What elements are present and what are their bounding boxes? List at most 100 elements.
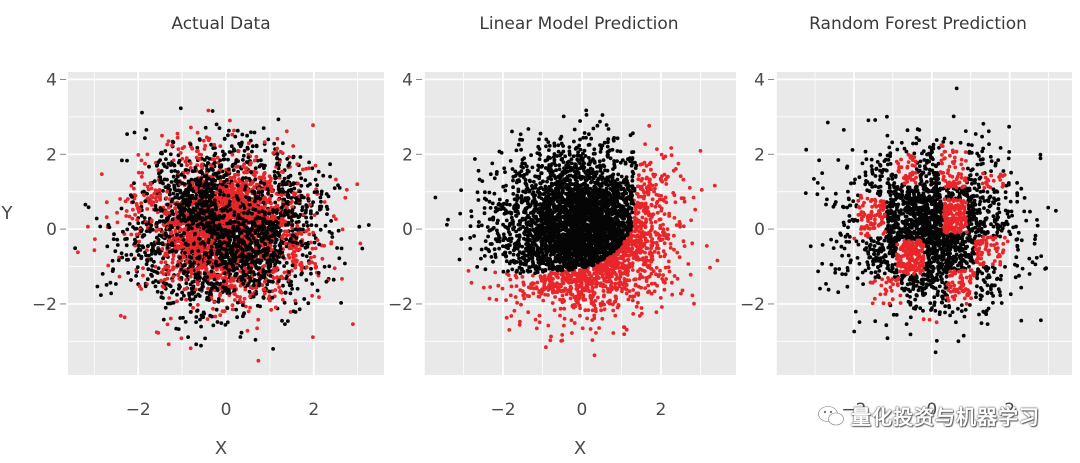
data-point-red [145, 248, 149, 253]
data-point-black [136, 243, 141, 248]
data-point-red [519, 302, 523, 307]
data-point-red [104, 215, 109, 220]
data-point-red [206, 286, 210, 291]
data-point-red [291, 144, 296, 148]
data-point-black [188, 310, 193, 314]
data-point-black [221, 285, 226, 290]
data-point-red [631, 312, 636, 316]
data-point-red [156, 331, 161, 335]
data-point-red [279, 290, 284, 295]
data-point-red [672, 274, 677, 278]
data-point-black [235, 228, 240, 233]
data-point-black [156, 241, 160, 246]
data-point-black [209, 282, 214, 287]
data-point-red [184, 297, 189, 302]
data-point-black [249, 130, 253, 135]
data-point-black [259, 163, 263, 167]
data-point-black [261, 126, 266, 130]
data-point-black [300, 271, 304, 275]
data-point-black [125, 158, 129, 163]
data-point-black [277, 251, 282, 256]
data-point-black [259, 158, 263, 163]
data-point-black [181, 271, 186, 276]
data-point-red [224, 217, 229, 222]
data-point-black [151, 280, 156, 285]
data-point-red [206, 137, 211, 142]
data-point-black [239, 330, 244, 335]
data-point-black [217, 170, 221, 175]
data-point-black [132, 130, 137, 135]
data-point-black [325, 207, 330, 212]
data-point-red [654, 192, 659, 197]
data-point-red [137, 239, 142, 244]
data-point-black [279, 205, 284, 210]
data-point-black [195, 145, 200, 150]
data-point-red [175, 135, 180, 140]
data-point-black [217, 222, 222, 227]
data-point-black [226, 193, 231, 198]
data-point-black [330, 235, 335, 239]
data-point-red [231, 189, 236, 194]
data-point-red [256, 317, 261, 322]
data-point-red [244, 166, 249, 171]
data-point-red [254, 154, 259, 159]
data-point-black [167, 283, 172, 288]
data-point-red [296, 181, 300, 186]
data-point-black [178, 106, 183, 111]
data-point-black [339, 246, 344, 251]
data-point-black [105, 244, 110, 249]
data-point-black [277, 233, 282, 238]
data-point-black [261, 200, 266, 205]
data-point-black [304, 254, 309, 259]
data-point-black [212, 160, 217, 165]
data-point-black [220, 241, 225, 246]
data-point-black [184, 281, 189, 286]
data-point-black [309, 215, 314, 220]
data-point-black [111, 237, 116, 242]
data-point-red [139, 174, 144, 179]
panel-actual-data: Actual Data 420−2 −2 0 2 X Y [1, 14, 384, 459]
data-point-red [175, 299, 179, 304]
data-point-black [222, 279, 226, 284]
data-point-black [222, 213, 227, 218]
data-point-black [218, 158, 223, 163]
data-point-black [154, 235, 159, 240]
data-point-red [140, 171, 145, 175]
data-point-red [358, 241, 363, 246]
data-point-black [325, 212, 329, 217]
data-point-black [282, 264, 286, 268]
data-point-black [178, 255, 183, 260]
data-point-red [620, 289, 624, 294]
data-point-red [240, 234, 244, 239]
data-point-red [228, 175, 233, 180]
data-point-black [196, 211, 201, 216]
data-point-black [199, 169, 204, 174]
data-point-black [366, 223, 371, 227]
data-point-red [162, 223, 167, 228]
data-point-black [246, 155, 251, 160]
data-point-black [290, 233, 295, 238]
data-point-black [272, 169, 277, 174]
data-point-red [252, 158, 257, 163]
data-point-black [313, 177, 318, 182]
data-point-black [149, 248, 154, 253]
data-point-black [169, 301, 174, 306]
data-point-red [203, 266, 208, 270]
data-point-red [682, 199, 687, 204]
data-point-red [174, 210, 179, 215]
data-point-black [300, 195, 304, 200]
data-point-red [306, 227, 311, 232]
data-point-black [309, 223, 314, 228]
data-point-black [139, 229, 144, 234]
data-point-black [170, 209, 175, 213]
y-tick-labels: 420−2 [32, 70, 66, 315]
data-point-black [316, 169, 321, 174]
data-point-black [315, 288, 320, 293]
data-point-red [178, 151, 183, 155]
data-point-black [141, 245, 146, 250]
data-point-black [175, 225, 180, 230]
data-point-black [198, 208, 203, 213]
data-point-black [284, 182, 289, 186]
data-point-red [255, 326, 259, 331]
data-point-black [171, 191, 176, 196]
